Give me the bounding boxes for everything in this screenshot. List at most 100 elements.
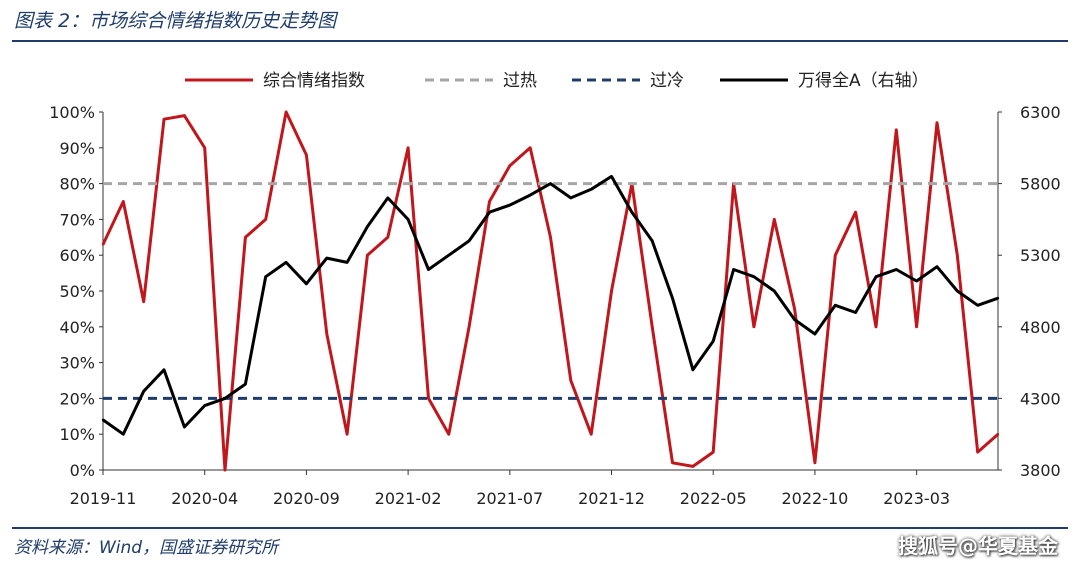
series-point-万得全A（右轴） [935,265,939,268]
series-point-万得全A（右轴） [122,433,125,436]
series-point-万得全A（右轴） [752,275,756,278]
series-point-综合情绪指数 [813,461,817,465]
series-point-万得全A（右轴） [447,254,450,257]
series-point-万得全A（右轴） [834,304,837,307]
y-left-tick-label: 60% [59,246,95,265]
series-point-综合情绪指数 [793,307,796,311]
series-point-万得全A（右轴） [610,175,613,178]
x-tick-label: 2020-09 [273,489,340,508]
y-left-tick-label: 50% [59,282,95,301]
title-rule [12,40,1068,42]
legend-label: 过热 [503,71,537,91]
series-line-万得全A（右轴） [102,174,999,436]
series-point-万得全A（右轴） [183,425,186,429]
series-point-万得全A（右轴） [528,193,532,197]
series-point-综合情绪指数 [854,211,857,214]
x-tick-label: 2021-07 [476,489,543,508]
watermark: 搜狐号@华夏基金 [898,534,1058,558]
y-right-tick-label: 3800 [1020,461,1061,480]
series-point-综合情绪指数 [976,450,979,454]
series-point-综合情绪指数 [528,146,532,149]
series-point-万得全A（右轴） [386,196,389,200]
y-right-tick-label: 6300 [1020,103,1061,122]
series-point-万得全A（右轴） [569,196,573,200]
series-point-综合情绪指数 [671,461,674,465]
source-rule [12,527,1068,529]
series-point-综合情绪指数 [610,289,613,293]
series-point-万得全A（右轴） [101,418,105,422]
series-point-万得全A（右轴） [549,182,552,185]
y-left-tick-label: 10% [59,425,95,444]
series-point-综合情绪指数 [488,200,491,203]
series-point-综合情绪指数 [366,254,369,257]
series-point-万得全A（右轴） [203,404,206,407]
series-point-综合情绪指数 [203,146,206,149]
series-point-万得全A（右轴） [813,332,817,336]
series-point-综合情绪指数 [325,332,328,336]
series-point-万得全A（右轴） [162,368,166,371]
series-point-综合情绪指数 [569,379,573,382]
series-point-万得全A（右轴） [366,225,369,228]
series-point-万得全A（右轴） [325,256,328,260]
series-point-万得全A（右轴） [793,318,796,321]
series-point-万得全A（右轴） [712,339,715,343]
series-point-万得全A（右轴） [508,203,512,207]
y-left-tick-label: 20% [59,389,95,408]
series-point-综合情绪指数 [935,121,939,124]
y-left-tick-label: 100% [49,103,95,122]
series-point-万得全A（右轴） [223,397,227,400]
y-left-tick-label: 80% [59,175,95,194]
series-point-综合情绪指数 [162,117,166,121]
series-point-万得全A（右轴） [142,390,145,393]
y-left-tick-label: 70% [59,210,95,229]
series-point-万得全A（右轴） [467,239,471,243]
chart-series [101,110,1000,472]
series-point-万得全A（右轴） [773,289,776,293]
x-tick-label: 2019-11 [70,489,137,508]
x-tick-label: 2023-03 [883,489,950,508]
series-point-综合情绪指数 [712,450,715,454]
series-point-综合情绪指数 [427,397,430,400]
series-point-万得全A（右轴） [915,279,918,283]
series-point-综合情绪指数 [549,236,552,239]
series-point-万得全A（右轴） [284,261,288,264]
series-point-综合情绪指数 [589,433,593,436]
chart-axes: 0% 10% 20% 30% 40% 50% 60% 70% 80% 90% 100% 3800 430… [49,103,1060,508]
series-point-万得全A（右轴） [976,304,979,307]
series-point-综合情绪指数 [508,164,512,167]
series-point-万得全A（右轴） [895,268,898,271]
x-tick-label: 2020-04 [171,489,238,508]
series-point-万得全A（右轴） [732,268,735,271]
series-point-万得全A（右轴） [854,311,857,314]
series-point-综合情绪指数 [284,110,288,114]
series-point-万得全A（右轴） [874,275,878,278]
series-line-综合情绪指数 [101,110,999,472]
series-point-综合情绪指数 [386,236,389,239]
series-point-综合情绪指数 [467,325,471,328]
series-point-万得全A（右轴） [244,382,247,386]
series-point-综合情绪指数 [101,243,105,246]
series-point-综合情绪指数 [142,300,145,303]
series-point-综合情绪指数 [305,153,308,157]
series-point-综合情绪指数 [651,325,654,328]
series-point-万得全A（右轴） [345,261,349,264]
series-point-万得全A（右轴） [427,268,430,271]
series-point-万得全A（右轴） [691,368,695,371]
series-point-万得全A（右轴） [305,282,308,286]
series-point-综合情绪指数 [895,128,898,132]
series-point-万得全A（右轴） [630,211,634,214]
series-point-万得全A（右轴） [671,296,674,300]
x-tick-label: 2021-12 [578,489,645,508]
legend-label: 过冷 [650,71,684,91]
x-tick-label: 2021-02 [375,489,442,508]
series-point-综合情绪指数 [956,254,959,257]
series-point-万得全A（右轴） [589,188,593,191]
series-point-综合情绪指数 [834,254,837,257]
series-point-综合情绪指数 [183,114,186,117]
series-point-综合情绪指数 [345,433,349,436]
series-point-万得全A（右轴） [264,275,267,278]
y-left-tick-label: 0% [70,461,95,480]
series-point-万得全A（右轴） [406,218,410,221]
y-right-tick-label: 5800 [1020,175,1061,194]
